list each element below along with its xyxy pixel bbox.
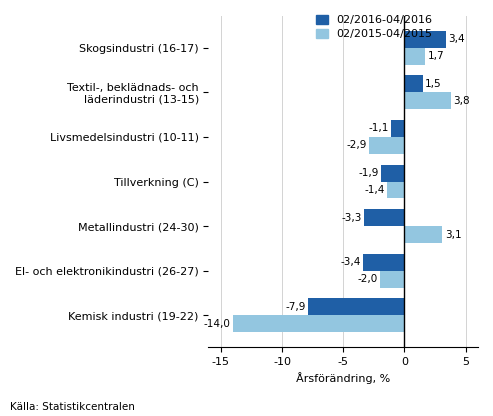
Text: -14,0: -14,0 — [204, 319, 231, 329]
Bar — [404, 226, 443, 243]
Text: -7,9: -7,9 — [285, 302, 306, 312]
Text: 3,1: 3,1 — [445, 230, 461, 240]
Text: -1,9: -1,9 — [358, 168, 379, 178]
Text: 3,8: 3,8 — [453, 96, 470, 106]
Text: 1,7: 1,7 — [427, 51, 444, 61]
Bar — [381, 165, 404, 181]
Bar — [391, 120, 404, 137]
Text: 1,5: 1,5 — [425, 79, 442, 89]
Bar — [404, 31, 446, 48]
Text: 3,4: 3,4 — [448, 35, 465, 45]
Text: -3,3: -3,3 — [342, 213, 362, 223]
Bar — [404, 92, 451, 109]
Text: -3,4: -3,4 — [340, 257, 361, 267]
Bar — [233, 315, 404, 332]
Text: -1,1: -1,1 — [368, 124, 389, 134]
Bar — [387, 181, 404, 198]
Bar — [404, 48, 425, 65]
Bar — [363, 254, 404, 271]
Text: -1,4: -1,4 — [365, 185, 385, 195]
Bar — [364, 209, 404, 226]
Text: -2,0: -2,0 — [357, 274, 378, 284]
Bar — [380, 271, 404, 287]
Text: Källa: Statistikcentralen: Källa: Statistikcentralen — [10, 402, 135, 412]
X-axis label: Årsförändring, %: Årsförändring, % — [296, 372, 390, 384]
Bar — [369, 137, 404, 154]
Bar — [308, 298, 404, 315]
Bar — [404, 75, 423, 92]
Legend: 02/2016-04/2016, 02/2015-04/2015: 02/2016-04/2016, 02/2015-04/2015 — [317, 15, 432, 39]
Text: -2,9: -2,9 — [347, 141, 367, 151]
